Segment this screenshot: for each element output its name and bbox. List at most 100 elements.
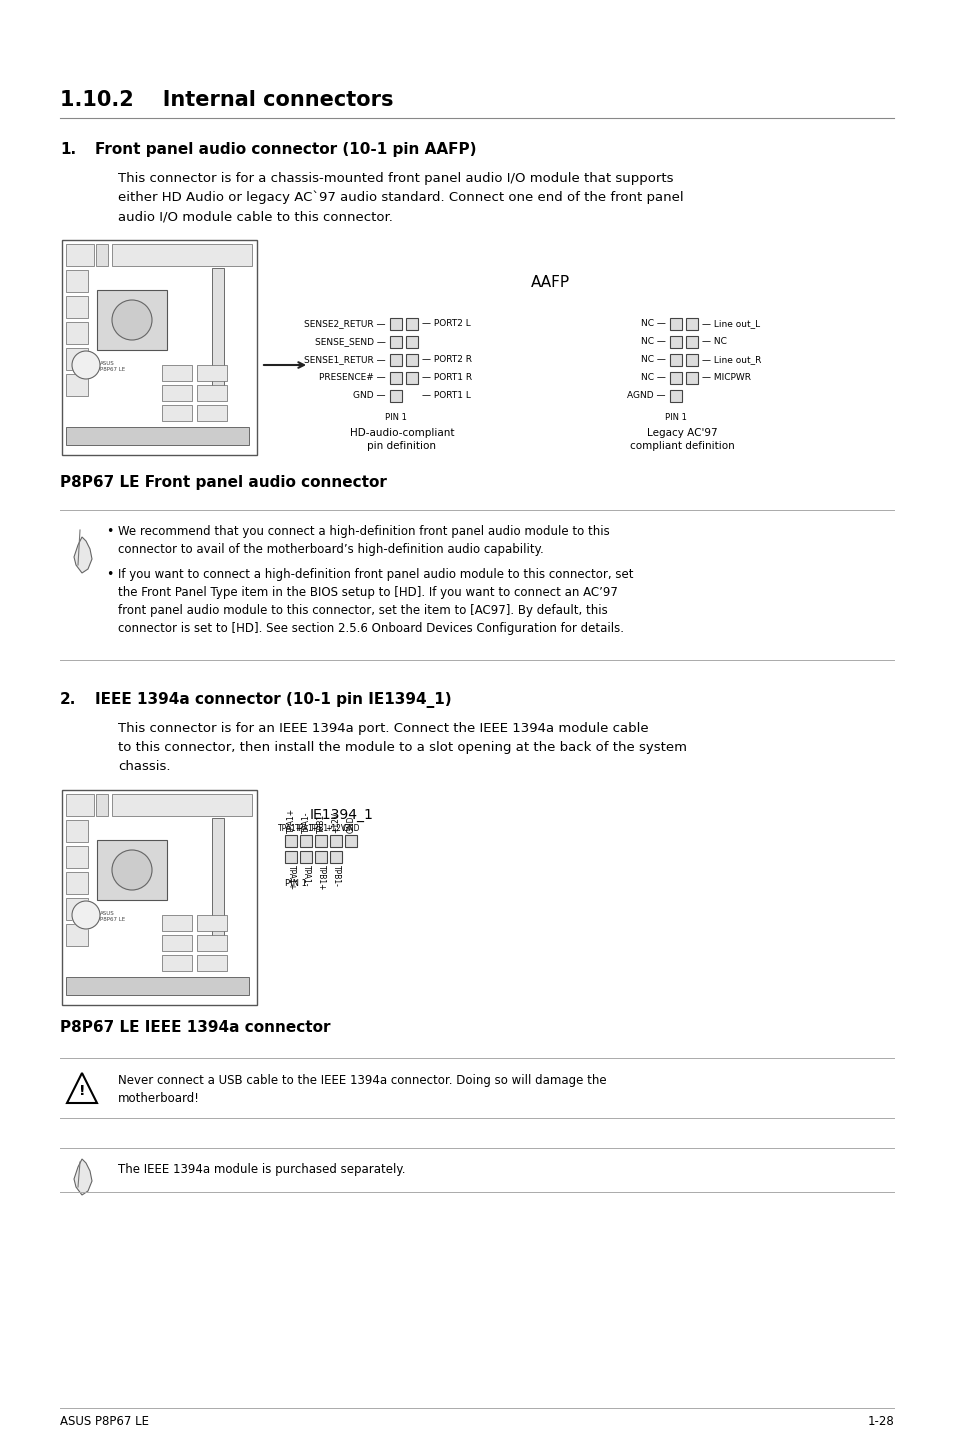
Bar xyxy=(285,835,296,847)
Text: TPA1+: TPA1+ xyxy=(286,866,295,890)
Text: TPA1+: TPA1+ xyxy=(278,824,303,833)
Bar xyxy=(314,835,327,847)
Bar xyxy=(62,789,256,1005)
Circle shape xyxy=(112,301,152,339)
Text: — PORT2 L: — PORT2 L xyxy=(421,319,470,328)
Bar xyxy=(162,955,192,971)
Bar xyxy=(66,322,88,344)
Text: connector is set to [HD]. See section 2.5.6 Onboard Devices Configuration for de: connector is set to [HD]. See section 2.… xyxy=(118,623,623,636)
Bar xyxy=(685,318,698,329)
Text: •: • xyxy=(106,525,113,538)
Text: audio I/O module cable to this connector.: audio I/O module cable to this connector… xyxy=(118,210,393,223)
Bar xyxy=(112,794,252,815)
Bar xyxy=(66,374,88,395)
Bar xyxy=(66,427,249,444)
Bar xyxy=(66,925,88,946)
Bar xyxy=(669,390,681,403)
Bar xyxy=(112,244,252,266)
Bar xyxy=(66,794,94,815)
Bar xyxy=(162,406,192,421)
Bar xyxy=(96,794,108,815)
Bar xyxy=(669,372,681,384)
Bar xyxy=(390,372,401,384)
Bar xyxy=(212,818,224,938)
Bar xyxy=(196,365,227,381)
Bar xyxy=(390,354,401,367)
Text: TPB1+: TPB1+ xyxy=(316,866,325,890)
Text: !: ! xyxy=(79,1084,85,1099)
Bar xyxy=(66,976,249,995)
Text: either HD Audio or legacy AC`97 audio standard. Connect one end of the front pan: either HD Audio or legacy AC`97 audio st… xyxy=(118,191,683,204)
Text: AAFP: AAFP xyxy=(530,275,569,290)
Text: TPA1+: TPA1+ xyxy=(286,808,295,833)
Text: 1.10.2    Internal connectors: 1.10.2 Internal connectors xyxy=(60,91,393,109)
Text: TPB1-: TPB1- xyxy=(331,866,340,887)
Bar xyxy=(66,244,94,266)
Bar xyxy=(345,835,356,847)
Bar xyxy=(66,897,88,920)
Bar xyxy=(66,871,88,894)
Text: This connector is for a chassis-mounted front panel audio I/O module that suppor: This connector is for a chassis-mounted … xyxy=(118,173,673,186)
Bar xyxy=(285,851,296,863)
Text: TPB1-: TPB1- xyxy=(316,811,325,833)
Bar xyxy=(162,935,192,951)
Text: PIN 1: PIN 1 xyxy=(285,879,307,889)
Text: SENSE2_RETUR —: SENSE2_RETUR — xyxy=(304,319,386,328)
Text: AGND —: AGND — xyxy=(627,391,665,401)
Bar xyxy=(685,354,698,367)
Text: ASUS
P8P67 LE: ASUS P8P67 LE xyxy=(100,361,125,372)
Bar xyxy=(62,240,256,454)
Text: GND —: GND — xyxy=(354,391,386,401)
Text: We recommend that you connect a high-definition front panel audio module to this: We recommend that you connect a high-def… xyxy=(118,525,609,538)
Bar xyxy=(96,244,108,266)
Bar xyxy=(406,336,417,348)
Bar xyxy=(66,846,88,869)
Circle shape xyxy=(112,850,152,890)
Text: the Front Panel Type item in the BIOS setup to [HD]. If you want to connect an A: the Front Panel Type item in the BIOS se… xyxy=(118,587,618,600)
Bar xyxy=(390,390,401,403)
Bar xyxy=(330,835,341,847)
Bar xyxy=(162,915,192,930)
Text: — MICPWR: — MICPWR xyxy=(701,374,750,383)
Text: — PORT1 L: — PORT1 L xyxy=(421,391,471,401)
Text: TPA1-: TPA1- xyxy=(301,811,310,833)
Polygon shape xyxy=(74,1159,91,1195)
Bar xyxy=(390,318,401,329)
Text: IEEE 1394a connector (10-1 pin IE1394_1): IEEE 1394a connector (10-1 pin IE1394_1) xyxy=(95,692,451,707)
Polygon shape xyxy=(67,1073,97,1103)
Bar xyxy=(196,406,227,421)
Text: The IEEE 1394a module is purchased separately.: The IEEE 1394a module is purchased separ… xyxy=(118,1163,405,1176)
Text: SENSE1_RETUR —: SENSE1_RETUR — xyxy=(304,355,386,364)
Bar xyxy=(299,851,312,863)
Bar xyxy=(66,270,88,292)
Bar xyxy=(212,267,224,388)
Polygon shape xyxy=(74,536,91,572)
Text: — Line out_R: — Line out_R xyxy=(701,355,760,364)
Text: to this connector, then install the module to a slot opening at the back of the : to this connector, then install the modu… xyxy=(118,741,686,754)
Text: ASUS
P8P67 LE: ASUS P8P67 LE xyxy=(100,912,125,922)
Bar xyxy=(162,385,192,401)
Bar xyxy=(669,318,681,329)
Bar xyxy=(196,915,227,930)
Circle shape xyxy=(71,902,100,929)
Text: P8P67 LE Front panel audio connector: P8P67 LE Front panel audio connector xyxy=(60,475,387,490)
Text: +12V: +12V xyxy=(325,824,346,833)
Text: NC —: NC — xyxy=(640,374,665,383)
Text: PIN 1: PIN 1 xyxy=(664,413,686,421)
Text: — Line out_L: — Line out_L xyxy=(701,319,760,328)
Bar xyxy=(685,336,698,348)
Bar xyxy=(314,851,327,863)
Bar xyxy=(390,336,401,348)
Bar xyxy=(196,385,227,401)
Text: front panel audio module to this connector, set the item to [AC97]. By default, : front panel audio module to this connect… xyxy=(118,604,607,617)
Text: TPA1-: TPA1- xyxy=(301,866,310,886)
Text: HD-audio-compliant
pin definition: HD-audio-compliant pin definition xyxy=(350,429,454,452)
Text: This connector is for an IEEE 1394a port. Connect the IEEE 1394a module cable: This connector is for an IEEE 1394a port… xyxy=(118,722,648,735)
Text: IE1394_1: IE1394_1 xyxy=(310,808,374,823)
Text: PIN 1: PIN 1 xyxy=(385,413,407,421)
Text: 1.: 1. xyxy=(60,142,76,157)
Text: NC —: NC — xyxy=(640,355,665,364)
Text: chassis.: chassis. xyxy=(118,761,171,774)
Text: P8P67 LE IEEE 1394a connector: P8P67 LE IEEE 1394a connector xyxy=(60,1020,330,1035)
Text: — PORT1 R: — PORT1 R xyxy=(421,374,472,383)
